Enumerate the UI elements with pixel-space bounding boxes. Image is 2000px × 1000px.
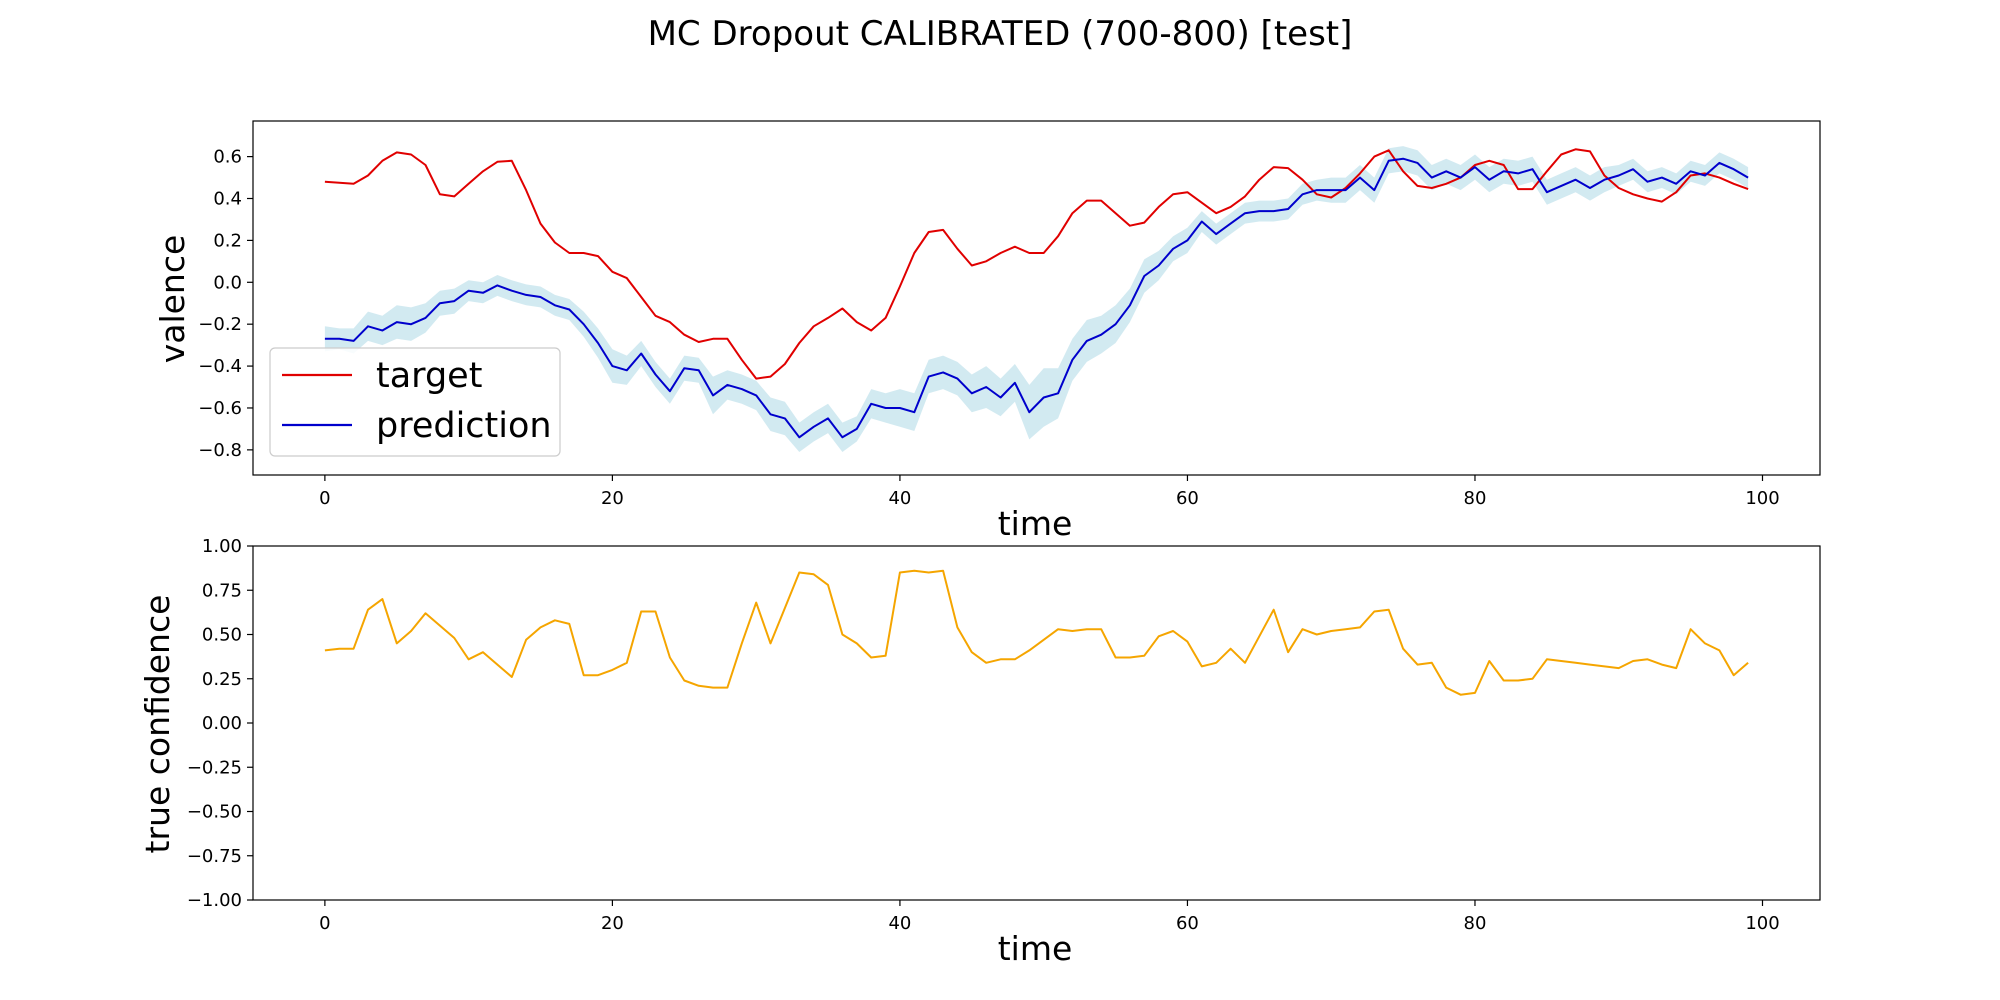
target-line <box>324 148 1749 380</box>
valence-x-tick-label: 20 <box>601 488 624 509</box>
valence-y-tick-label: 0.2 <box>213 230 242 251</box>
confidence-y-ticks: 1.00 0.75 0.50 0.25 0.00 −0.25 −0.50 −0.75 −1.00 <box>187 536 253 911</box>
confidence-x-tick-label: 60 <box>1176 913 1199 934</box>
confidence-y-tick-label: 0.75 <box>202 580 242 601</box>
valence-x-axis-label: time <box>998 504 1073 543</box>
legend: target prediction <box>269 347 561 457</box>
legend-prediction-label: prediction <box>376 406 552 446</box>
confidence-panel: 0 20 40 60 80 100 1.00 0.75 0.50 0.25 0.00 −0.25 −0… <box>138 536 1821 968</box>
confidence-axes-frame <box>252 545 1821 901</box>
valence-x-tick-label: 60 <box>1176 488 1199 509</box>
confidence-x-tick-label: 0 <box>319 913 330 934</box>
valence-x-tick-label: 100 <box>1745 488 1779 509</box>
valence-y-tick-label: −0.8 <box>198 440 242 461</box>
valence-y-tick-label: −0.4 <box>198 356 242 377</box>
confidence-y-tick-label: 0.00 <box>202 713 242 734</box>
valence-y-tick-label: −0.2 <box>198 314 242 335</box>
confidence-x-axis-label: time <box>998 929 1073 968</box>
valence-series-group <box>324 148 1749 439</box>
confidence-x-tick-label: 80 <box>1464 913 1487 934</box>
confidence-y-tick-label: −0.25 <box>187 757 242 778</box>
valence-panel: 0 20 40 60 80 100 0.6 0.4 0.2 0.0 −0.2 −0.4 −0.6 −0.… <box>153 120 1821 543</box>
confidence-x-tick-label: 20 <box>601 913 624 934</box>
confidence-y-tick-label: −0.75 <box>187 846 242 867</box>
valence-y-axis-label: valence <box>153 235 192 364</box>
prediction-line <box>324 157 1749 439</box>
legend-target-label: target <box>376 356 482 396</box>
confidence-y-axis-label: true confidence <box>138 595 177 854</box>
valence-x-ticks: 0 20 40 60 80 100 <box>319 475 1780 509</box>
valence-y-tick-label: 0.6 <box>213 147 242 168</box>
confidence-y-tick-label: −0.50 <box>187 802 242 823</box>
confidence-y-tick-label: 1.00 <box>202 536 242 557</box>
confidence-y-tick-label: 0.50 <box>202 625 242 646</box>
confidence-x-tick-label: 40 <box>888 913 911 934</box>
confidence-y-tick-label: 0.25 <box>202 669 242 690</box>
confidence-x-ticks: 0 20 40 60 80 100 <box>319 900 1780 934</box>
figure-title: MC Dropout CALIBRATED (700-800) [test] <box>648 14 1353 54</box>
valence-x-tick-label: 0 <box>319 488 330 509</box>
valence-x-tick-label: 80 <box>1464 488 1487 509</box>
confidence-line <box>324 569 1749 696</box>
confidence-y-tick-label: −1.00 <box>187 890 242 911</box>
valence-y-tick-label: −0.6 <box>198 398 242 419</box>
valence-y-tick-label: 0.4 <box>213 189 242 210</box>
valence-y-ticks: 0.6 0.4 0.2 0.0 −0.2 −0.4 −0.6 −0.8 <box>198 147 253 461</box>
confidence-series-group <box>324 569 1749 696</box>
confidence-x-tick-label: 100 <box>1745 913 1779 934</box>
valence-y-tick-label: 0.0 <box>213 272 242 293</box>
valence-x-tick-label: 40 <box>888 488 911 509</box>
